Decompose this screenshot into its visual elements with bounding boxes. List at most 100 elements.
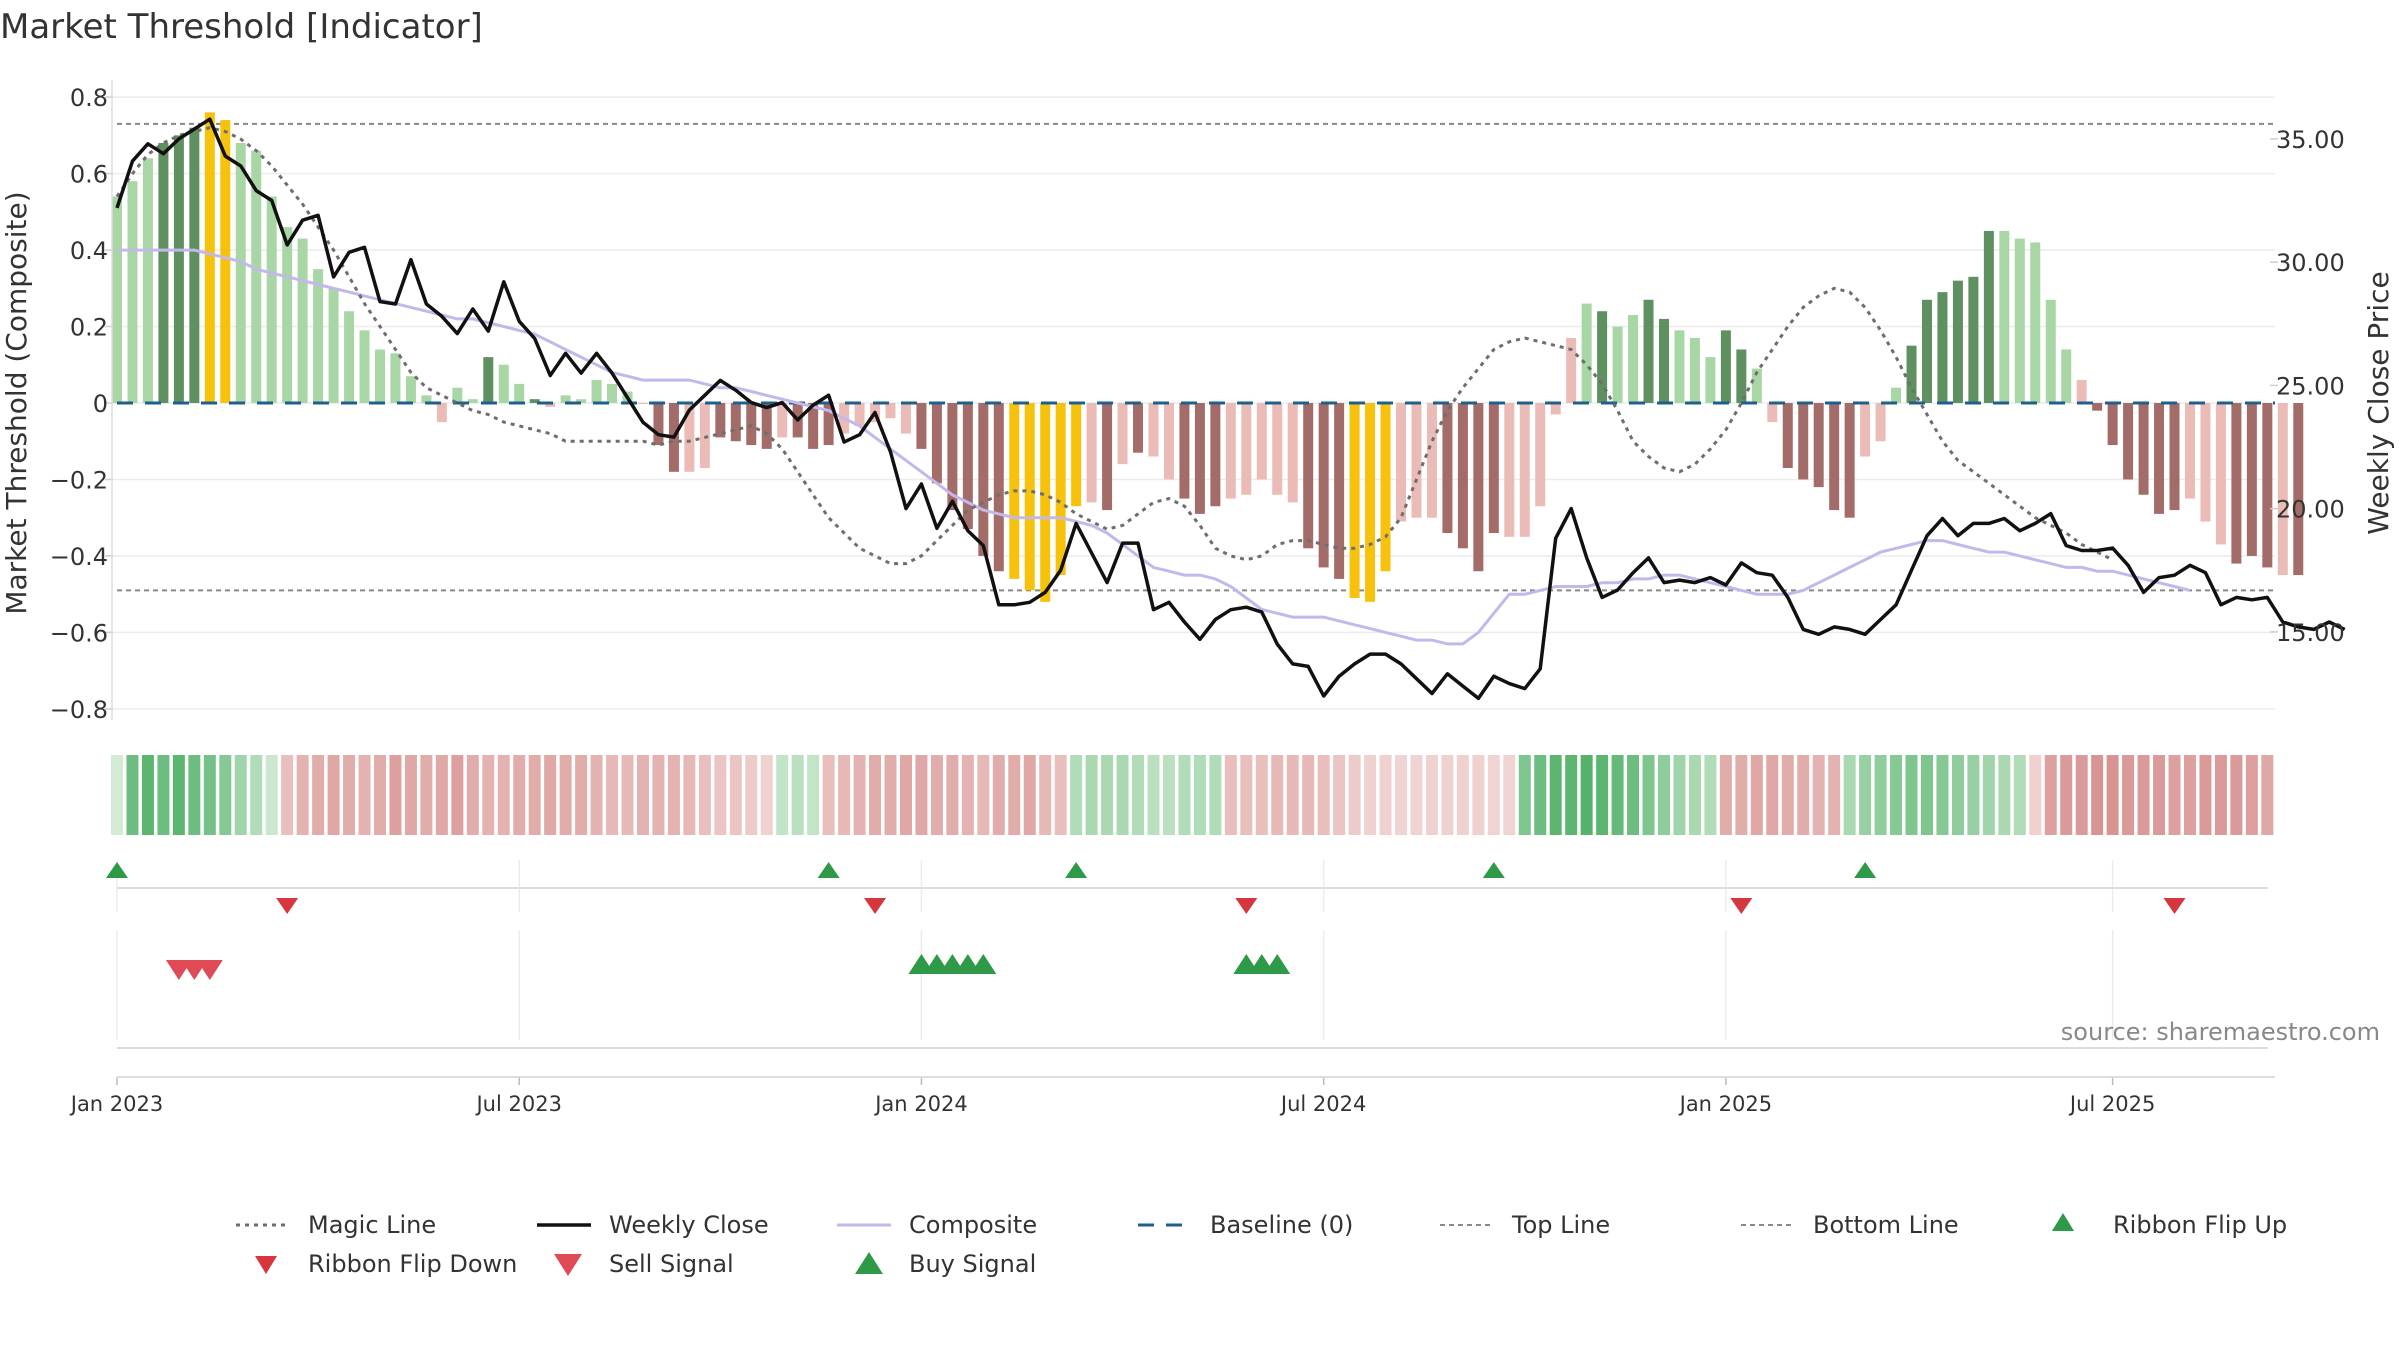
ribbon-cell bbox=[482, 755, 495, 835]
ribbon-cell bbox=[1070, 755, 1083, 835]
ribbon-cell bbox=[1425, 755, 1438, 835]
histogram-bar bbox=[1689, 338, 1700, 403]
histogram-bar bbox=[1488, 403, 1499, 533]
ribbon-cell bbox=[544, 755, 557, 835]
ribbon-cell bbox=[1549, 755, 1562, 835]
histogram-bar bbox=[1148, 403, 1159, 457]
histogram-bar bbox=[483, 357, 494, 403]
histogram-bar bbox=[1736, 349, 1747, 403]
histogram-bar bbox=[1875, 403, 1886, 442]
histogram-bar bbox=[1921, 299, 1932, 403]
histogram-bar bbox=[2184, 403, 2195, 499]
series-lines bbox=[115, 117, 2346, 701]
legend-label-ribbon-flip-up: Ribbon Flip Up bbox=[2113, 1211, 2287, 1239]
ribbon-cell bbox=[1874, 755, 1887, 835]
ribbon-cell bbox=[1193, 755, 1206, 835]
histogram-bar bbox=[112, 196, 122, 403]
histogram-bar bbox=[1659, 318, 1669, 403]
ribbon-cell bbox=[1920, 755, 1933, 835]
ribbon-cell bbox=[466, 755, 479, 835]
legend-item-buy-signal: Buy Signal bbox=[855, 1250, 1036, 1278]
chart-title: Market Threshold [Indicator] bbox=[0, 7, 483, 47]
ribbon-cell bbox=[1395, 755, 1408, 835]
histogram-bar bbox=[142, 158, 153, 403]
ribbon-cell bbox=[497, 755, 510, 835]
ribbon-flip-down-marker bbox=[1730, 898, 1753, 914]
ribbon-cell bbox=[606, 755, 619, 835]
ribbon-cell bbox=[327, 755, 340, 835]
histogram-bar bbox=[1643, 299, 1654, 403]
histogram-bar bbox=[2169, 403, 2180, 511]
ribbon-cell bbox=[1565, 755, 1578, 835]
histogram-bar bbox=[900, 403, 911, 434]
histogram-bar bbox=[374, 349, 385, 403]
ribbon-cell bbox=[2060, 755, 2073, 835]
histogram-bar bbox=[1674, 330, 1685, 403]
ribbon-flip-up-marker bbox=[1482, 862, 1505, 878]
histogram-bar bbox=[2107, 403, 2118, 446]
histogram-bar bbox=[204, 112, 215, 403]
ribbon-cell bbox=[1627, 755, 1640, 835]
ribbon-cell bbox=[1580, 755, 1593, 835]
histogram-bar bbox=[2246, 403, 2257, 556]
ribbon-cell bbox=[188, 755, 201, 835]
ribbon-cell bbox=[1008, 755, 1021, 835]
x-tick-label: Jul 2023 bbox=[474, 1092, 561, 1116]
histogram-bar bbox=[1071, 403, 1082, 507]
ribbon-cell bbox=[1735, 755, 1748, 835]
legend-label-bottom-line: Bottom Line bbox=[1813, 1211, 1959, 1239]
ribbon-cell bbox=[1286, 755, 1299, 835]
ribbon-cell bbox=[2214, 755, 2227, 835]
ribbon-cell bbox=[281, 755, 294, 835]
ribbon-cell bbox=[575, 755, 588, 835]
ribbon-cell bbox=[1828, 755, 1841, 835]
legend-item-top-line: Top Line bbox=[1440, 1211, 1610, 1239]
ribbon-cell bbox=[590, 755, 603, 835]
left-tick-label: 0.6 bbox=[70, 161, 108, 189]
histogram-bar bbox=[1566, 338, 1577, 403]
histogram-bar bbox=[529, 399, 540, 403]
axes: 0.8 0.6 0.4 0.2 0 −0.2 −0.4 −0.6 −0.8 35.00 30.00 2… bbox=[50, 80, 2345, 724]
left-tick-label: −0.6 bbox=[50, 619, 108, 647]
histogram-bar bbox=[1550, 403, 1561, 415]
ribbon-cell bbox=[1704, 755, 1717, 835]
histogram-bar bbox=[916, 403, 927, 449]
ribbon-cell bbox=[930, 755, 943, 835]
ribbon-cell bbox=[1518, 755, 1531, 835]
composite-line bbox=[117, 248, 2191, 646]
histogram-bar bbox=[962, 403, 973, 530]
histogram-bar bbox=[1767, 403, 1778, 423]
histogram-bar bbox=[2092, 403, 2103, 411]
ribbon-cell bbox=[250, 755, 263, 835]
ribbon-cell bbox=[157, 755, 170, 835]
legend-item-bottom-line: Bottom Line bbox=[1741, 1211, 1959, 1239]
ribbon-cell bbox=[1085, 755, 1098, 835]
histogram-bar bbox=[1844, 403, 1855, 518]
histogram-bar bbox=[637, 403, 648, 404]
ribbon-cell bbox=[1224, 755, 1237, 835]
x-axis: Jan 2023 Jul 2023 Jan 2024 Jul 2024 Jan 2025… bbox=[69, 1076, 2275, 1116]
histogram-bar bbox=[266, 196, 277, 403]
legend-label-buy-signal: Buy Signal bbox=[909, 1250, 1036, 1278]
ribbon-cell bbox=[1487, 755, 1500, 835]
histogram-bar bbox=[993, 403, 1004, 572]
legend-item-ribbon-flip-up: Ribbon Flip Up bbox=[2052, 1211, 2287, 1239]
ribbon-cell bbox=[2199, 755, 2212, 835]
histogram-bar bbox=[1705, 357, 1716, 403]
ribbon-cell bbox=[1781, 755, 1794, 835]
source-text: source: sharemaestro.com bbox=[2061, 1018, 2380, 1046]
ribbon-cell bbox=[451, 755, 464, 835]
ribbon-cell bbox=[1178, 755, 1191, 835]
ribbon-cell bbox=[358, 755, 371, 835]
histogram-bar bbox=[1782, 403, 1793, 468]
legend-swatch-buy-signal bbox=[855, 1252, 883, 1274]
histogram-bar bbox=[1813, 403, 1824, 488]
ribbon-cell bbox=[435, 755, 448, 835]
ribbon-cell bbox=[296, 755, 309, 835]
ribbon-cell bbox=[729, 755, 742, 835]
ribbon-cell bbox=[111, 755, 123, 835]
ribbon-cell bbox=[513, 755, 526, 835]
histogram-bar bbox=[1535, 403, 1546, 507]
histogram-bar bbox=[405, 376, 416, 403]
